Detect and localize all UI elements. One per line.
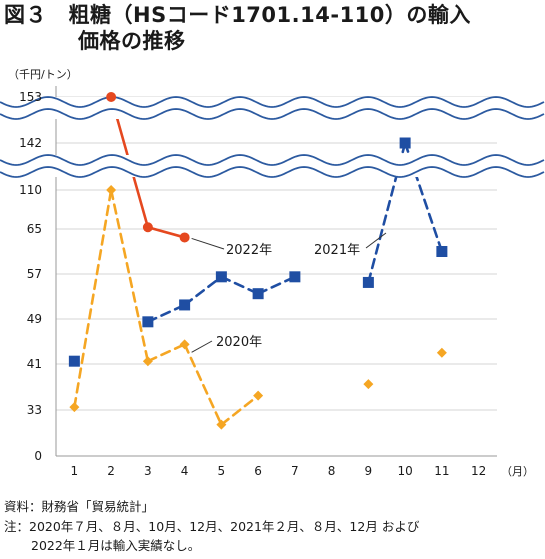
x-tick-label: 3	[144, 464, 152, 478]
axis-breaks	[0, 96, 545, 178]
series-line-segment	[220, 275, 260, 295]
series-callouts: 2020年 2021年 2022年	[191, 232, 387, 353]
series-label: 2022年	[226, 243, 272, 258]
data-point-square	[252, 288, 264, 300]
y-tick-label: 142	[19, 136, 42, 150]
series-line-segment	[109, 188, 150, 363]
footnote: 注：2020年７月、８月、10月、12月、2021年２月、８月、12月 および …	[4, 517, 544, 555]
callout-leader	[365, 232, 387, 249]
y-tick-labels: 0 33 41 49 57 65 110 142 153	[19, 90, 42, 463]
data-point-square	[436, 246, 448, 257]
x-tick-labels: 1 2 3 4 5 6 7 8 9 10 11 12 （月）	[71, 464, 534, 478]
y-tick-label: 57	[27, 267, 42, 281]
data-point-diamond	[363, 379, 374, 390]
series-markers	[68, 92, 448, 430]
x-tick-label: 10	[397, 464, 412, 478]
data-point-square	[68, 355, 80, 367]
axes	[55, 86, 497, 457]
x-tick-label: 12	[471, 464, 486, 478]
data-point-diamond	[142, 356, 153, 367]
axis-break-wave	[0, 154, 545, 166]
y-tick-label: 110	[19, 183, 42, 197]
data-point-square	[362, 276, 374, 288]
axis-break-wave	[0, 108, 545, 120]
chart-title: 図３ 粗糖（HSコード1701.14-110）の輸入 価格の推移	[4, 2, 544, 54]
data-point-diamond	[253, 390, 264, 401]
series-line-segment	[220, 394, 260, 426]
source-note: 資料：財務省「貿易統計」	[4, 499, 155, 514]
gridlines	[56, 96, 497, 457]
data-point-circle	[142, 222, 153, 233]
y-tick-label: 41	[27, 357, 42, 371]
y-tick-label: 153	[19, 90, 42, 104]
callout-leader	[191, 340, 213, 353]
footnote-line-1: 注：2020年７月、８月、10月、12月、2021年２月、８月、12月 および	[4, 519, 420, 534]
x-tick-label: 8	[328, 464, 336, 478]
y-tick-label: 0	[34, 449, 42, 463]
data-point-circle	[106, 92, 117, 102]
series-lines	[73, 95, 444, 426]
data-point-diamond	[436, 347, 447, 358]
x-tick-label: 5	[218, 464, 226, 478]
x-tick-label: 1	[71, 464, 79, 478]
data-point-square	[399, 137, 411, 149]
data-point-diamond	[69, 402, 80, 413]
series-line-segment	[146, 225, 186, 239]
x-tick-label: 11	[434, 464, 449, 478]
y-tick-label: 65	[27, 222, 42, 236]
y-tick-label: 49	[27, 312, 42, 326]
data-point-square	[215, 271, 227, 283]
data-point-diamond	[216, 419, 227, 430]
data-point-square	[289, 271, 301, 283]
x-tick-label: 7	[291, 464, 299, 478]
x-tick-label: 6	[254, 464, 262, 478]
series-line-segment	[146, 303, 186, 324]
callout-leader	[191, 237, 225, 250]
data-point-diamond	[106, 185, 117, 195]
x-tick-label: 9	[365, 464, 373, 478]
title-line-1: 図３ 粗糖（HSコード1701.14-110）の輸入	[4, 3, 471, 27]
axis-break-band	[0, 155, 545, 177]
series-line-segment	[73, 188, 113, 409]
series-line-segment	[146, 343, 186, 363]
series-label: 2021年	[314, 243, 360, 258]
series-line-segment	[256, 275, 297, 295]
data-point-circle	[179, 232, 190, 243]
data-point-square	[179, 299, 191, 311]
data-point-square	[142, 316, 154, 328]
title-line-2: 価格の推移	[78, 29, 186, 53]
series-line-segment	[183, 343, 223, 426]
x-tick-label: 4	[181, 464, 189, 478]
y-tick-label: 33	[27, 403, 42, 417]
axis-break-band	[0, 97, 545, 119]
axis-break-wave	[0, 166, 545, 178]
axis-break-wave	[0, 96, 545, 108]
data-point-diamond	[179, 339, 190, 350]
y-unit-label: （千円/トン）	[8, 68, 78, 81]
series-label: 2020年	[216, 335, 262, 350]
series-line-segment	[183, 275, 223, 307]
x-unit-label: （月）	[501, 465, 534, 478]
footnote-line-2: 2022年１月は輸入実績なし。	[31, 538, 201, 553]
x-tick-label: 2	[107, 464, 115, 478]
